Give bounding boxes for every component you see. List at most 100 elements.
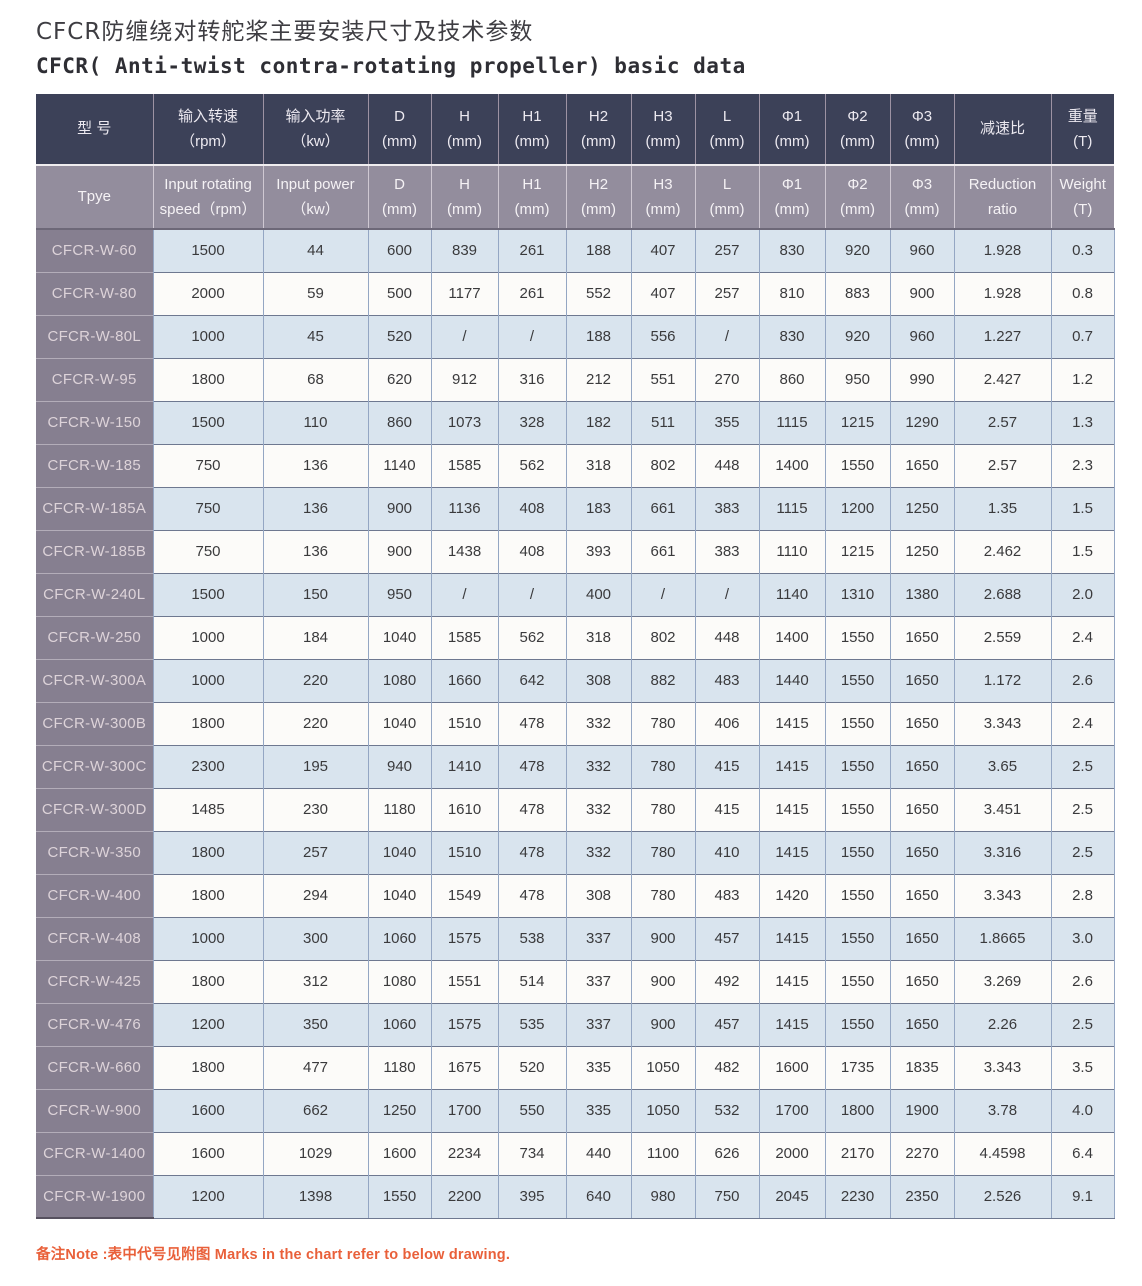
data-cell: 1250 xyxy=(889,529,954,573)
data-cell: 1600 xyxy=(152,1088,263,1132)
data-cell: 1800 xyxy=(152,357,263,401)
data-cell: 662 xyxy=(262,1088,368,1132)
data-cell: 900 xyxy=(889,271,954,315)
data-cell: 550 xyxy=(497,1088,566,1132)
data-cell: 1115 xyxy=(758,486,825,530)
header-en-cell: H3 (mm) xyxy=(630,164,695,230)
header-cn-cell: Φ1 (mm) xyxy=(758,94,825,165)
header-line: (mm) xyxy=(382,201,417,218)
header-line: D xyxy=(394,175,405,193)
data-cell: 478 xyxy=(497,787,566,831)
data-cell: 1250 xyxy=(367,1088,431,1132)
header-line: (mm) xyxy=(447,133,482,150)
header-line: (mm) xyxy=(581,201,616,218)
data-cell: 1650 xyxy=(889,959,954,1003)
data-cell: 1040 xyxy=(367,830,431,874)
table-row: CFCR-W-400 1800 294 1040 1549 478 308 780 483 142… xyxy=(36,873,1115,917)
data-cell: 483 xyxy=(694,873,759,917)
header-line: 输入转速 xyxy=(177,107,238,125)
data-cell: 532 xyxy=(694,1088,759,1132)
data-cell: 538 xyxy=(497,916,566,960)
data-cell: 750 xyxy=(152,443,263,487)
header-cn-cell: H2 (mm) xyxy=(565,94,631,165)
data-cell: 257 xyxy=(694,271,759,315)
data-cell: 1100 xyxy=(630,1131,695,1175)
data-cell: 1650 xyxy=(889,873,954,917)
data-cell: / xyxy=(430,314,498,358)
data-cell: 212 xyxy=(565,357,631,401)
data-cell: 1550 xyxy=(824,1002,890,1046)
header-line: (T) xyxy=(1073,133,1093,150)
data-cell: 562 xyxy=(497,615,566,659)
model-cell: CFCR-W-350 xyxy=(36,830,153,874)
data-cell: 1200 xyxy=(152,1174,263,1219)
data-cell: 960 xyxy=(889,228,954,272)
data-cell: 1585 xyxy=(430,443,498,487)
model-cell: CFCR-W-300C xyxy=(36,744,153,788)
table-row: CFCR-W-1400 1600 1029 1600 2234 734 440 1100 626… xyxy=(36,1131,1115,1175)
data-cell: 1549 xyxy=(430,873,498,917)
data-cell: 0.7 xyxy=(1050,314,1115,358)
data-cell: 1650 xyxy=(889,658,954,702)
header-line: (mm) xyxy=(447,201,482,218)
model-cell: CFCR-W-900 xyxy=(36,1088,153,1132)
data-cell: 3.5 xyxy=(1050,1045,1115,1089)
data-cell: 136 xyxy=(262,529,368,573)
data-cell: 990 xyxy=(889,357,954,401)
data-cell: 780 xyxy=(630,744,695,788)
data-cell: 642 xyxy=(497,658,566,702)
data-cell: 1500 xyxy=(152,228,263,272)
header-line: (mm) xyxy=(514,201,550,218)
data-cell: 839 xyxy=(430,228,498,272)
data-cell: 1200 xyxy=(824,486,890,530)
data-cell: 2.5 xyxy=(1050,1002,1115,1046)
data-cell: 477 xyxy=(262,1045,368,1089)
header-line: Input power xyxy=(276,175,355,193)
data-cell: 860 xyxy=(758,357,825,401)
data-cell: 407 xyxy=(630,271,695,315)
data-cell: 1000 xyxy=(152,658,263,702)
spec-table-header: 型 号 输入转速 （rpm） 输入功率 （kw） D (mm) H (mm) H1 (mm) H2 (m… xyxy=(36,94,1114,230)
data-cell: 600 xyxy=(367,228,431,272)
header-line: 型 号 xyxy=(77,120,112,138)
data-cell: 3.343 xyxy=(953,701,1051,745)
data-cell: 1610 xyxy=(430,787,498,831)
data-cell: 1551 xyxy=(430,959,498,1003)
data-cell: 393 xyxy=(565,529,631,573)
data-cell: 1136 xyxy=(430,486,498,530)
data-cell: 184 xyxy=(262,615,368,659)
data-cell: 1550 xyxy=(367,1174,431,1219)
page-title-english: CFCR( Anti-twist contra-rotating propell… xyxy=(36,54,746,78)
data-cell: 2350 xyxy=(889,1174,954,1219)
header-line: Φ1 xyxy=(781,175,803,193)
data-cell: 448 xyxy=(694,443,759,487)
header-en-cell: Weight (T) xyxy=(1050,164,1114,230)
data-cell: 337 xyxy=(565,916,631,960)
data-cell: 2270 xyxy=(889,1131,954,1175)
model-cell: CFCR-W-185B xyxy=(36,529,153,573)
data-cell: 2.559 xyxy=(953,615,1051,659)
data-cell: 406 xyxy=(694,701,759,745)
table-row: CFCR-W-80L 1000 45 520//188 556/830 920 960 1.2… xyxy=(36,314,1115,358)
header-line: Φ2 xyxy=(847,175,868,193)
data-cell: 950 xyxy=(367,572,431,616)
header-line: H xyxy=(459,175,470,193)
data-cell: 318 xyxy=(565,615,631,659)
table-row: CFCR-W-1900 1200 1398 1550 2200 395 640 980 750 2… xyxy=(36,1174,1115,1219)
header-line: 重量 xyxy=(1067,107,1098,125)
data-cell: 1550 xyxy=(824,701,890,745)
data-cell: 300 xyxy=(262,916,368,960)
header-line: Reduction xyxy=(968,175,1037,193)
header-line: H1 xyxy=(522,107,542,125)
data-cell: 1.172 xyxy=(953,658,1051,702)
table-row: CFCR-W-300A 1000 220 1080 1660 642 308 882 483 14… xyxy=(36,658,1115,702)
data-cell: 2300 xyxy=(152,744,263,788)
model-cell: CFCR-W-95 xyxy=(36,357,153,401)
table-row: CFCR-W-80 2000 59 500 1177 261 552 407 257 810 883… xyxy=(36,271,1115,315)
data-cell: 3.316 xyxy=(953,830,1051,874)
data-cell: 2.688 xyxy=(953,572,1051,616)
data-cell: 1675 xyxy=(430,1045,498,1089)
data-cell: 1000 xyxy=(152,916,263,960)
data-cell: 1800 xyxy=(824,1088,890,1132)
